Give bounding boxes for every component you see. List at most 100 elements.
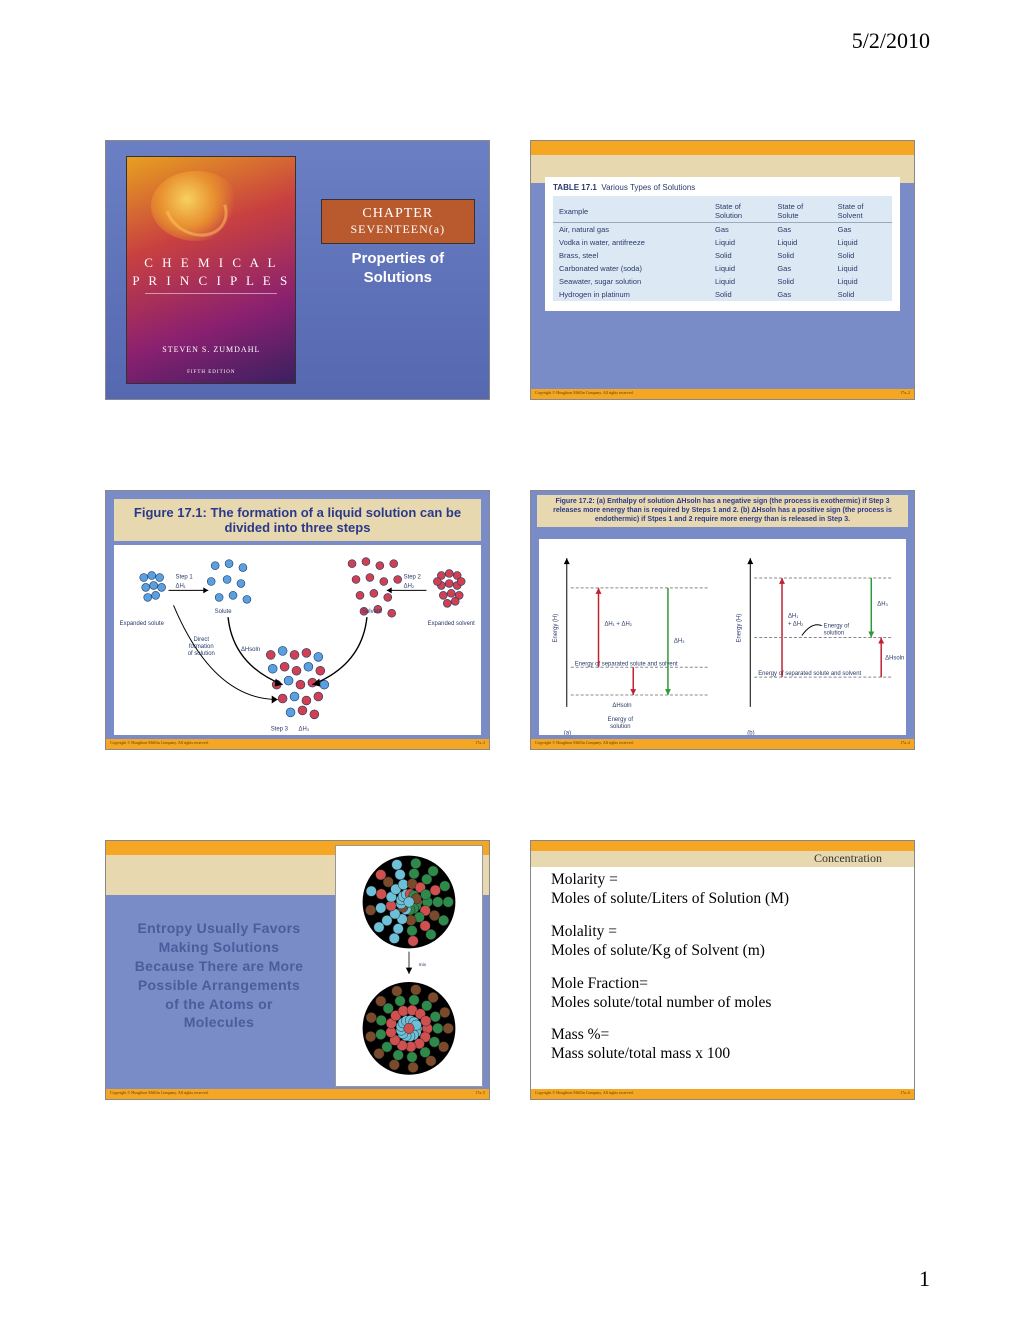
svg-text:solution: solution [610,724,630,730]
chapter-subtitle: Properties of Solutions [321,250,475,288]
chapter-panel: CHAPTER SEVENTEEN(a) Properties of Solut… [317,141,489,399]
slide-2: TABLE 17.1 Various Types of Solutions Ex… [530,140,915,400]
svg-text:ΔH₃: ΔH₃ [877,602,888,608]
swirl-icon [151,171,241,241]
table-caption: TABLE 17.1 Various Types of Solutions [553,183,892,192]
svg-text:of solution: of solution [188,651,215,657]
table-cell: Gas [771,223,831,237]
svg-text:ΔHsoln: ΔHsoln [241,647,260,653]
divider [145,293,277,294]
svg-text:ΔHsoln: ΔHsoln [612,703,631,709]
copyright-bar: Copyright © Houghton Mifflin Company. Al… [106,739,489,749]
svg-text:ΔH₁: ΔH₁ [175,583,185,589]
slide-4: Figure 17.2: (a) Enthalpy of solution ΔH… [530,490,915,750]
copyright-text: Copyright © Houghton Mifflin Company. Al… [110,740,209,748]
table-cell: Solid [771,249,831,262]
copyright-bar: Copyright © Houghton Mifflin Company. Al… [531,739,914,749]
table-cell: Gas [771,262,831,275]
book-author: STEVEN S. ZUMDAHL [127,345,295,354]
concentration-item: Molality =Moles of solute/Kg of Solvent … [551,923,902,961]
table-cell: Solid [832,288,892,301]
slide-num: 17a–5 [475,1090,485,1098]
table-wrap: TABLE 17.1 Various Types of Solutions Ex… [545,177,900,311]
svg-text:Energy of separated solute and: Energy of separated solute and solvent [575,661,678,667]
table-row: Brass, steelSolidSolidSolid [553,249,892,262]
table-header-row: Example State ofSolution State ofSolute … [553,196,892,223]
figure-canvas: Step 1 ΔH₁ Step 2 ΔH₂ Solute Solvent Exp… [114,545,481,735]
table-cell: Seawater, sugar solution [553,275,709,288]
slide-num: 17a–6 [900,1090,910,1098]
slide-5: Entropy Usually FavorsMaking SolutionsBe… [105,840,490,1100]
copyright-text: Copyright © Houghton Mifflin Company. Al… [110,1090,209,1098]
slide-num: 17a–4 [900,740,910,748]
table-cell: Liquid [832,262,892,275]
table-cell: Gas [771,288,831,301]
table-row: Vodka in water, antifreezeLiquidLiquidLi… [553,236,892,249]
svg-text:Solute: Solute [215,609,233,615]
table-title: Various Types of Solutions [601,183,695,192]
book-title-2: P R I N C I P L E S [127,273,295,289]
book-panel: C H E M I C A L P R I N C I P L E S STEV… [106,141,317,399]
slide-grid: C H E M I C A L P R I N C I P L E S STEV… [105,140,915,1100]
col-solute: State ofSolute [771,196,831,223]
table-row: Hydrogen in platinumSolidGasSolid [553,288,892,301]
table-cell: Liquid [709,275,771,288]
svg-text:(a): (a) [564,731,571,735]
slide5-body: Entropy Usually FavorsMaking SolutionsBe… [106,895,489,1089]
svg-text:mix: mix [419,962,427,968]
copyright-bar: Copyright © Houghton Mifflin Company. Al… [531,389,914,399]
svg-text:Step 3: Step 3 [271,726,289,732]
svg-text:+ ΔH₂: + ΔH₂ [788,622,804,628]
table-cell: Liquid [709,262,771,275]
svg-text:ΔH₃: ΔH₃ [674,638,685,644]
concentration-heading: Concentration [814,851,882,865]
tan-stripe: Concentration [531,851,914,867]
figure-title: Figure 17.1: The formation of a liquid s… [114,499,481,541]
svg-text:Step 2: Step 2 [404,575,421,581]
slide-num: 17a–3 [475,740,485,748]
entropy-text: Entropy Usually FavorsMaking SolutionsBe… [114,919,324,1032]
table-number: TABLE 17.1 [553,183,597,192]
page-number: 1 [919,1266,930,1292]
slide-num: 17a–2 [900,390,910,398]
concentration-item: Mass %=Mass solute/total mass x 100 [551,1026,902,1064]
col-example: Example [553,196,709,223]
solutions-table: Example State ofSolution State ofSolute … [553,196,892,301]
table-cell: Gas [832,223,892,237]
book-cover: C H E M I C A L P R I N C I P L E S STEV… [126,156,296,384]
table-row: Air, natural gasGasGasGas [553,223,892,237]
col-solution: State ofSolution [709,196,771,223]
orange-stripe [531,841,914,851]
svg-text:Step 1: Step 1 [175,575,193,581]
book-edition: FIFTH EDITION [127,370,295,375]
svg-text:ΔHsoln: ΔHsoln [885,655,904,661]
svg-text:Energy (H): Energy (H) [736,614,742,643]
copyright-text: Copyright © Houghton Mifflin Company. Al… [535,1090,634,1098]
table-row: Seawater, sugar solutionLiquidSolidLiqui… [553,275,892,288]
svg-text:solution: solution [824,631,844,637]
table-cell: Carbonated water (soda) [553,262,709,275]
concentration-item: Molarity =Moles of solute/Liters of Solu… [551,871,902,909]
figure-17-2-svg: Energy (H) Energy of separated solute an… [539,539,906,735]
table-cell: Solid [709,288,771,301]
table-cell: Brass, steel [553,249,709,262]
svg-text:Expanded solute: Expanded solute [120,621,165,627]
copyright-text: Copyright © Houghton Mifflin Company. Al… [535,740,634,748]
copyright-bar: Copyright © Houghton Mifflin Company. Al… [106,1089,489,1099]
table-cell: Air, natural gas [553,223,709,237]
figure-17-1-svg: Step 1 ΔH₁ Step 2 ΔH₂ Solute Solvent Exp… [114,545,481,735]
copyright-bar: Copyright © Houghton Mifflin Company. Al… [531,1089,914,1099]
svg-text:Expanded solvent: Expanded solvent [428,621,476,627]
slide-3: Figure 17.1: The formation of a liquid s… [105,490,490,750]
svg-text:Solvent: Solvent [362,609,382,615]
slide-6: Concentration Molarity =Moles of solute/… [530,840,915,1100]
table-row: Carbonated water (soda)LiquidGasLiquid [553,262,892,275]
table-cell: Liquid [771,236,831,249]
table-cell: Liquid [832,236,892,249]
mix-svg: mix [336,846,482,1086]
slide-1: C H E M I C A L P R I N C I P L E S STEV… [105,140,490,400]
svg-text:Energy of separated solute and: Energy of separated solute and solvent [758,671,861,677]
col-solvent: State ofSolvent [832,196,892,223]
chapter-box: CHAPTER SEVENTEEN(a) [321,199,475,244]
table-cell: Solid [709,249,771,262]
